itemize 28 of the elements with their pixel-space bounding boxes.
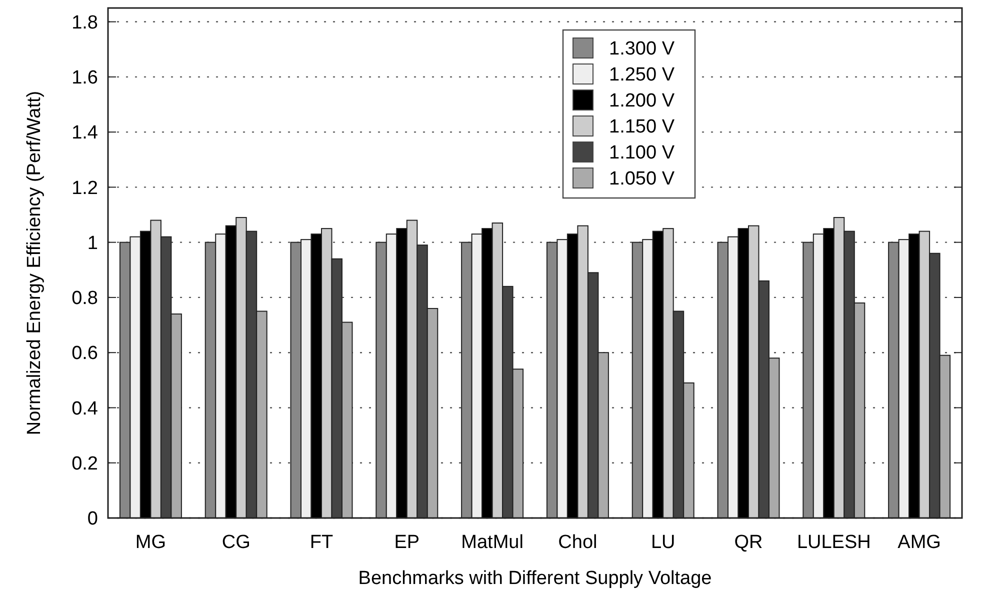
y-tick-label: 1	[87, 232, 98, 254]
x-tick-label: LULESH	[796, 532, 871, 553]
y-tick-label: 0.8	[72, 288, 98, 310]
y-tick-label: 0.4	[72, 398, 98, 420]
legend-label: 1.200 V	[609, 90, 675, 112]
legend-label: 1.050 V	[609, 168, 675, 190]
x-tick-label: MatMul	[461, 532, 524, 553]
x-tick-label: FT	[310, 532, 334, 553]
x-tick-label: QR	[734, 532, 763, 553]
y-axis-title: Normalized Energy Efficiency (Perf/Watt)	[24, 90, 45, 436]
x-axis-title: Benchmarks with Different Supply Voltage	[358, 568, 712, 589]
y-tick-label: 1.2	[72, 178, 98, 199]
x-tick-label: EP	[394, 532, 420, 553]
y-tick-label: 1.6	[72, 68, 98, 89]
legend-label: 1.300 V	[609, 38, 675, 60]
legend-label: 1.250 V	[609, 64, 675, 86]
x-tick-label: AMG	[898, 532, 941, 553]
legend-label: 1.100 V	[609, 142, 675, 164]
legend-label: 1.150 V	[609, 116, 675, 138]
x-tick-label: MG	[135, 532, 166, 553]
y-tick-label: 0	[87, 508, 98, 530]
y-tick-label: 0.6	[72, 343, 98, 364]
x-tick-label: CG	[222, 532, 250, 553]
x-tick-label: LU	[650, 532, 676, 553]
y-tick-label: 1.8	[72, 12, 98, 34]
y-tick-label: 1.4	[72, 122, 98, 144]
y-tick-label: 0.2	[72, 454, 98, 475]
x-tick-label: Chol	[558, 532, 598, 553]
